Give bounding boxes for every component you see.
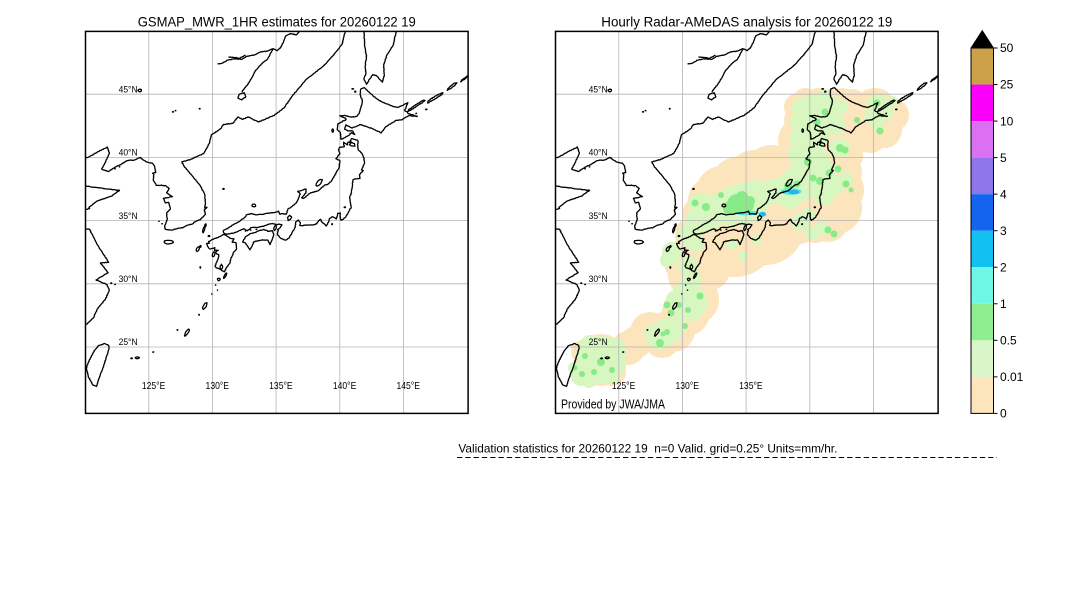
svg-text:35°N: 35°N <box>119 211 138 222</box>
svg-text:25°N: 25°N <box>119 337 138 348</box>
svg-text:50: 50 <box>1000 41 1014 55</box>
svg-text:0.01: 0.01 <box>1000 370 1024 384</box>
svg-text:1: 1 <box>1000 297 1007 311</box>
svg-text:135°E: 135°E <box>739 380 763 392</box>
svg-text:130°E: 130°E <box>206 380 230 392</box>
svg-text:135°E: 135°E <box>269 380 293 392</box>
svg-text:Provided by JWA/JMA: Provided by JWA/JMA <box>561 398 666 412</box>
svg-text:Validation statistics for 2026: Validation statistics for 20260122 19 n=… <box>458 442 837 456</box>
svg-text:145°E: 145°E <box>396 380 420 392</box>
svg-text:45°N: 45°N <box>589 84 608 95</box>
svg-text:0: 0 <box>1000 407 1007 421</box>
svg-text:125°E: 125°E <box>142 380 166 392</box>
svg-text:25°N: 25°N <box>589 337 608 348</box>
svg-text:40°N: 40°N <box>589 148 608 159</box>
svg-text:125°E: 125°E <box>612 380 636 392</box>
svg-text:3: 3 <box>1000 224 1007 238</box>
svg-text:0.5: 0.5 <box>1000 334 1017 348</box>
svg-text:GSMAP_MWR_1HR estimates for 20: GSMAP_MWR_1HR estimates for 20260122 19 <box>138 14 416 30</box>
svg-text:130°E: 130°E <box>675 380 699 392</box>
svg-text:4: 4 <box>1000 187 1007 201</box>
svg-text:Hourly Radar-AMeDAS analysis f: Hourly Radar-AMeDAS analysis for 2026012… <box>601 14 892 30</box>
svg-text:5: 5 <box>1000 151 1007 165</box>
svg-text:140°E: 140°E <box>333 380 357 392</box>
svg-text:45°N: 45°N <box>119 84 138 95</box>
svg-text:10: 10 <box>1000 114 1014 128</box>
svg-text:2: 2 <box>1000 260 1007 274</box>
svg-text:25: 25 <box>1000 78 1014 92</box>
svg-text:30°N: 30°N <box>589 274 608 285</box>
svg-text:40°N: 40°N <box>119 148 138 159</box>
svg-text:30°N: 30°N <box>119 274 138 285</box>
svg-text:35°N: 35°N <box>589 211 608 222</box>
